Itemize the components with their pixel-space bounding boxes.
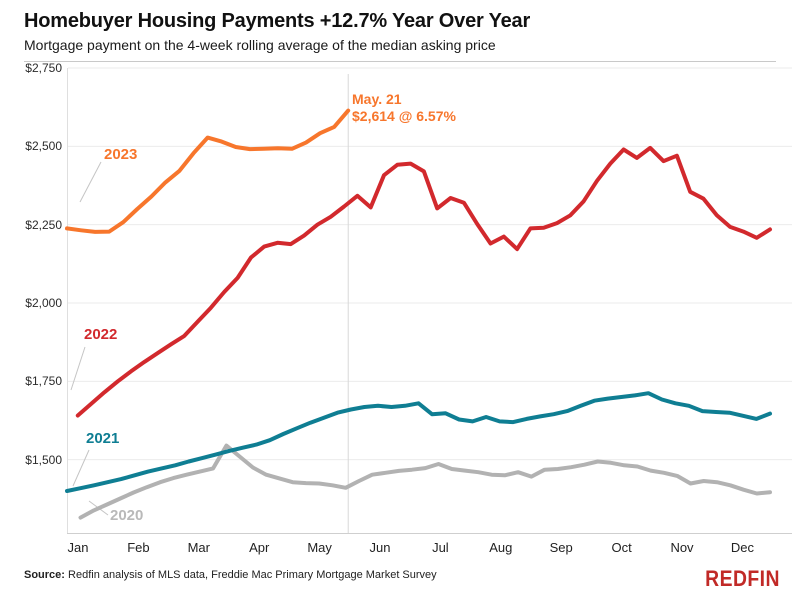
page-title: Homebuyer Housing Payments +12.7% Year O… bbox=[24, 10, 531, 32]
series-line-2020 bbox=[78, 443, 772, 520]
label-leader-line-2021 bbox=[72, 449, 90, 487]
page-subtitle: Mortgage payment on the 4-week rolling a… bbox=[24, 37, 496, 53]
source-label: Source: bbox=[24, 569, 65, 581]
header-divider bbox=[24, 61, 776, 62]
label-leader-line-2022 bbox=[70, 346, 86, 391]
redfin-logo: REDFIN bbox=[705, 566, 780, 591]
annotation-date: May. 21 bbox=[352, 91, 402, 107]
label-leader-line-2023 bbox=[79, 161, 102, 203]
latest-point-annotation: May. 21 $2,614 @ 6.57% bbox=[352, 91, 456, 125]
source-note: Source: Redfin analysis of MLS data, Fre… bbox=[24, 569, 437, 581]
source-text: Redfin analysis of MLS data, Freddie Mac… bbox=[64, 569, 437, 581]
series-line-2023 bbox=[65, 108, 351, 234]
annotation-value: $2,614 @ 6.57% bbox=[352, 108, 456, 124]
series-line-2022 bbox=[75, 145, 772, 418]
series-line-2021 bbox=[65, 391, 772, 493]
